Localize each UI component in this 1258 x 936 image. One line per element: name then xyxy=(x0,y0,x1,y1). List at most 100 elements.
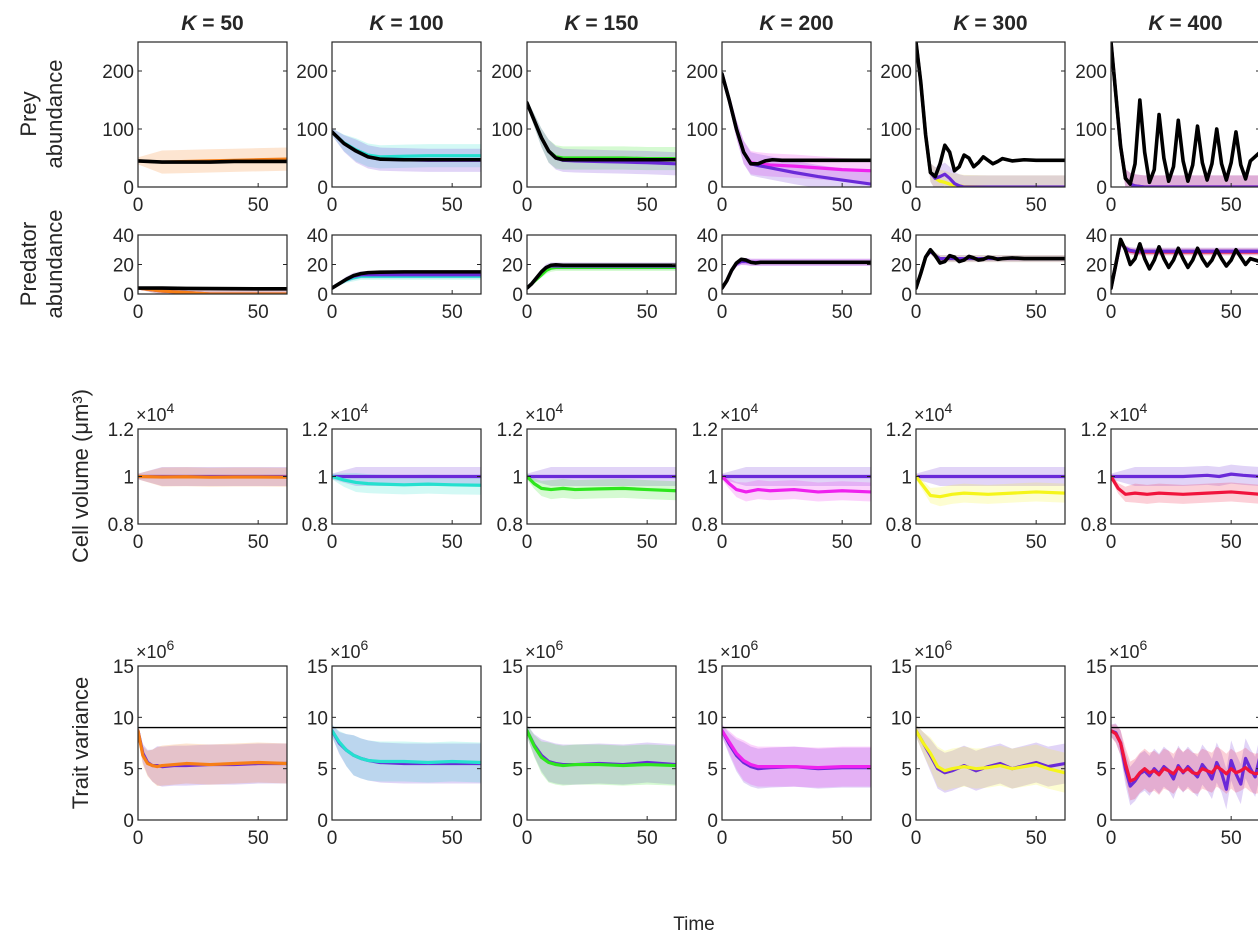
y-tick-label: 1.2 xyxy=(1081,420,1107,441)
x-tick-label: 0 xyxy=(1106,195,1117,216)
panel: 0 100 200 0 50 xyxy=(686,41,872,216)
y-tick-label: 10 xyxy=(113,708,134,729)
y-tick-label: 10 xyxy=(307,708,328,729)
panel: 0 5 10 15 0 50 ×106 xyxy=(697,637,872,849)
y-tick-label: 15 xyxy=(697,657,718,678)
series-line xyxy=(527,729,676,768)
x-tick-label: 0 xyxy=(327,828,338,849)
panel: 0 20 40 0 50 xyxy=(697,226,872,323)
panel: 0 5 10 15 0 50 ×106 xyxy=(307,637,482,849)
y-tick-label: 10 xyxy=(1086,708,1107,729)
panel: 0 100 200 0 50 xyxy=(296,41,482,216)
x-tick-label: 0 xyxy=(911,302,922,323)
confidence-band xyxy=(722,70,871,183)
y-tick-label: 5 xyxy=(707,760,718,781)
axes-box xyxy=(331,41,482,188)
row-label-line: abundance xyxy=(42,60,67,169)
y-tick-label: 1 xyxy=(317,468,328,489)
axes-box xyxy=(915,41,1066,188)
x-tick-label: 50 xyxy=(248,195,269,216)
series-line xyxy=(1111,472,1258,479)
column-title: K = 50 xyxy=(181,12,243,35)
y-tick-label: 5 xyxy=(901,760,912,781)
panel: 0 20 40 0 50 xyxy=(502,226,677,323)
y-tick-label: 0 xyxy=(123,811,134,832)
panel: 0.8 1 1.2 0 50 ×104 xyxy=(302,400,482,553)
confidence-band xyxy=(527,473,676,501)
x-tick-label: 50 xyxy=(637,828,658,849)
y-tick-label: 5 xyxy=(512,760,523,781)
series-line xyxy=(138,159,287,164)
axes-box xyxy=(1110,41,1258,188)
panel: 0.8 1 1.2 0 50 ×104 xyxy=(108,400,288,553)
row-label: Predator abundance xyxy=(16,210,67,319)
y-tick-label: 15 xyxy=(502,657,523,678)
confidence-band xyxy=(722,258,871,290)
axes-box xyxy=(915,665,1066,821)
plot-area xyxy=(527,99,676,176)
panel: 0 100 200 0 50 xyxy=(491,41,677,216)
x-tick-label: 50 xyxy=(442,828,463,849)
plot-area xyxy=(722,257,871,290)
x-tick-label: 0 xyxy=(717,195,728,216)
plot-area xyxy=(1111,237,1258,290)
plot-area xyxy=(332,467,481,495)
row-label: Cell volume (μm³) xyxy=(68,389,93,563)
y-tick-label: 40 xyxy=(1086,226,1107,247)
panel: 0.8 1 1.2 0 50 ×104 xyxy=(692,400,872,553)
y-tick-label: 10 xyxy=(697,708,718,729)
panel: 0.8 1 1.2 0 50 ×104 xyxy=(497,400,677,553)
confidence-band xyxy=(1111,724,1258,801)
confidence-band xyxy=(527,99,676,171)
axis-multiplier: ×104 xyxy=(330,400,369,425)
plot-area xyxy=(138,724,287,787)
plot-area xyxy=(527,262,676,290)
confidence-band xyxy=(916,42,1065,187)
y-tick-label: 200 xyxy=(296,62,328,83)
plot-area xyxy=(138,286,287,294)
axes-box xyxy=(1110,665,1258,821)
confidence-band xyxy=(916,248,1065,290)
y-tick-label: 15 xyxy=(891,657,912,678)
series-line xyxy=(138,286,287,291)
panel: 0.8 1 1.2 0 50 ×104 xyxy=(1081,400,1258,553)
x-tick-label: 50 xyxy=(1221,302,1242,323)
y-tick-label: 1 xyxy=(707,468,718,489)
x-tick-label: 50 xyxy=(832,828,853,849)
plot-area xyxy=(1111,464,1258,504)
y-tick-label: 0.8 xyxy=(692,515,718,536)
x-tick-label: 0 xyxy=(522,195,533,216)
column-title: K = 400 xyxy=(1148,12,1222,35)
plot-area xyxy=(722,467,871,502)
series-line xyxy=(722,474,871,494)
x-tick-label: 50 xyxy=(248,828,269,849)
y-tick-label: 0 xyxy=(901,178,912,199)
panel: 0 100 200 0 50 xyxy=(1075,41,1258,216)
x-tick-label: 50 xyxy=(442,195,463,216)
y-tick-label: 100 xyxy=(296,120,328,141)
y-tick-label: 100 xyxy=(1075,120,1107,141)
axis-multiplier: ×106 xyxy=(1109,637,1148,662)
x-tick-label: 50 xyxy=(832,195,853,216)
series-line xyxy=(1111,474,1258,496)
y-tick-label: 1.2 xyxy=(497,420,523,441)
y-tick-label: 0.8 xyxy=(108,515,134,536)
x-tick-label: 0 xyxy=(911,532,922,553)
series-line xyxy=(1111,42,1258,186)
y-tick-label: 20 xyxy=(307,256,328,277)
confidence-band xyxy=(527,263,676,290)
confidence-band xyxy=(722,70,871,187)
y-tick-label: 200 xyxy=(880,62,912,83)
y-tick-label: 0 xyxy=(512,285,523,306)
series-line xyxy=(722,72,871,166)
confidence-band xyxy=(1111,473,1258,504)
confidence-band xyxy=(916,724,1065,793)
y-tick-label: 0 xyxy=(901,285,912,306)
column-title: K = 150 xyxy=(564,12,638,35)
axes-box xyxy=(721,41,872,188)
y-tick-label: 200 xyxy=(1075,62,1107,83)
x-tick-label: 50 xyxy=(1026,532,1047,553)
x-tick-label: 0 xyxy=(1106,302,1117,323)
plot-area xyxy=(138,147,287,174)
